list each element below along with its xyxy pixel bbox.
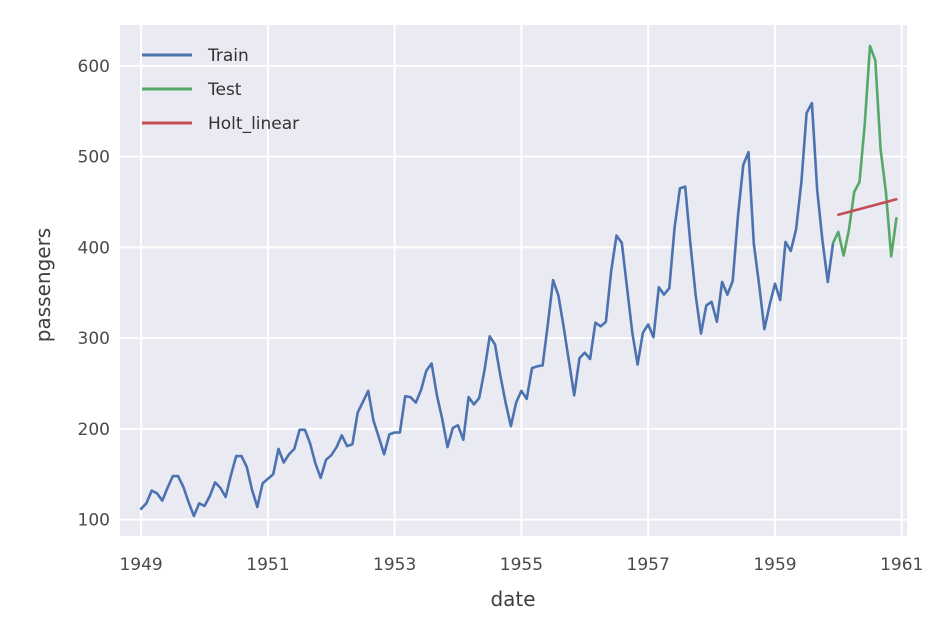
legend-label-holt-linear: Holt_linear bbox=[208, 114, 299, 134]
holt-linear-line bbox=[836, 198, 898, 216]
grid-lines bbox=[120, 25, 907, 536]
x-tick-label: 1961 bbox=[880, 555, 923, 575]
y-tick-labels: 100 200 300 400 500 600 bbox=[78, 57, 110, 531]
y-tick-label: 100 bbox=[78, 511, 110, 531]
x-tick-label: 1955 bbox=[500, 555, 543, 575]
y-tick-label: 500 bbox=[78, 148, 110, 168]
x-tick-label: 1951 bbox=[246, 555, 289, 575]
train-line bbox=[139, 101, 835, 518]
x-tick-label: 1949 bbox=[119, 555, 162, 575]
y-tick-label: 200 bbox=[78, 420, 110, 440]
plot-background bbox=[120, 25, 907, 536]
x-tick-label: 1957 bbox=[627, 555, 670, 575]
x-tick-label: 1953 bbox=[373, 555, 416, 575]
y-tick-label: 400 bbox=[78, 238, 110, 258]
y-axis-label: passengers bbox=[31, 228, 55, 342]
x-tick-labels: 1949 1951 1953 1955 1957 1959 1961 bbox=[119, 555, 923, 575]
test-line bbox=[831, 44, 898, 258]
x-axis-label: date bbox=[490, 587, 535, 611]
y-tick-label: 300 bbox=[78, 329, 110, 349]
series-layer bbox=[139, 44, 898, 518]
legend-label-train: Train bbox=[207, 46, 249, 66]
x-tick-label: 1959 bbox=[753, 555, 796, 575]
legend-label-test: Test bbox=[207, 80, 242, 100]
y-tick-label: 600 bbox=[78, 57, 110, 77]
legend: Train Test Holt_linear bbox=[142, 46, 299, 134]
